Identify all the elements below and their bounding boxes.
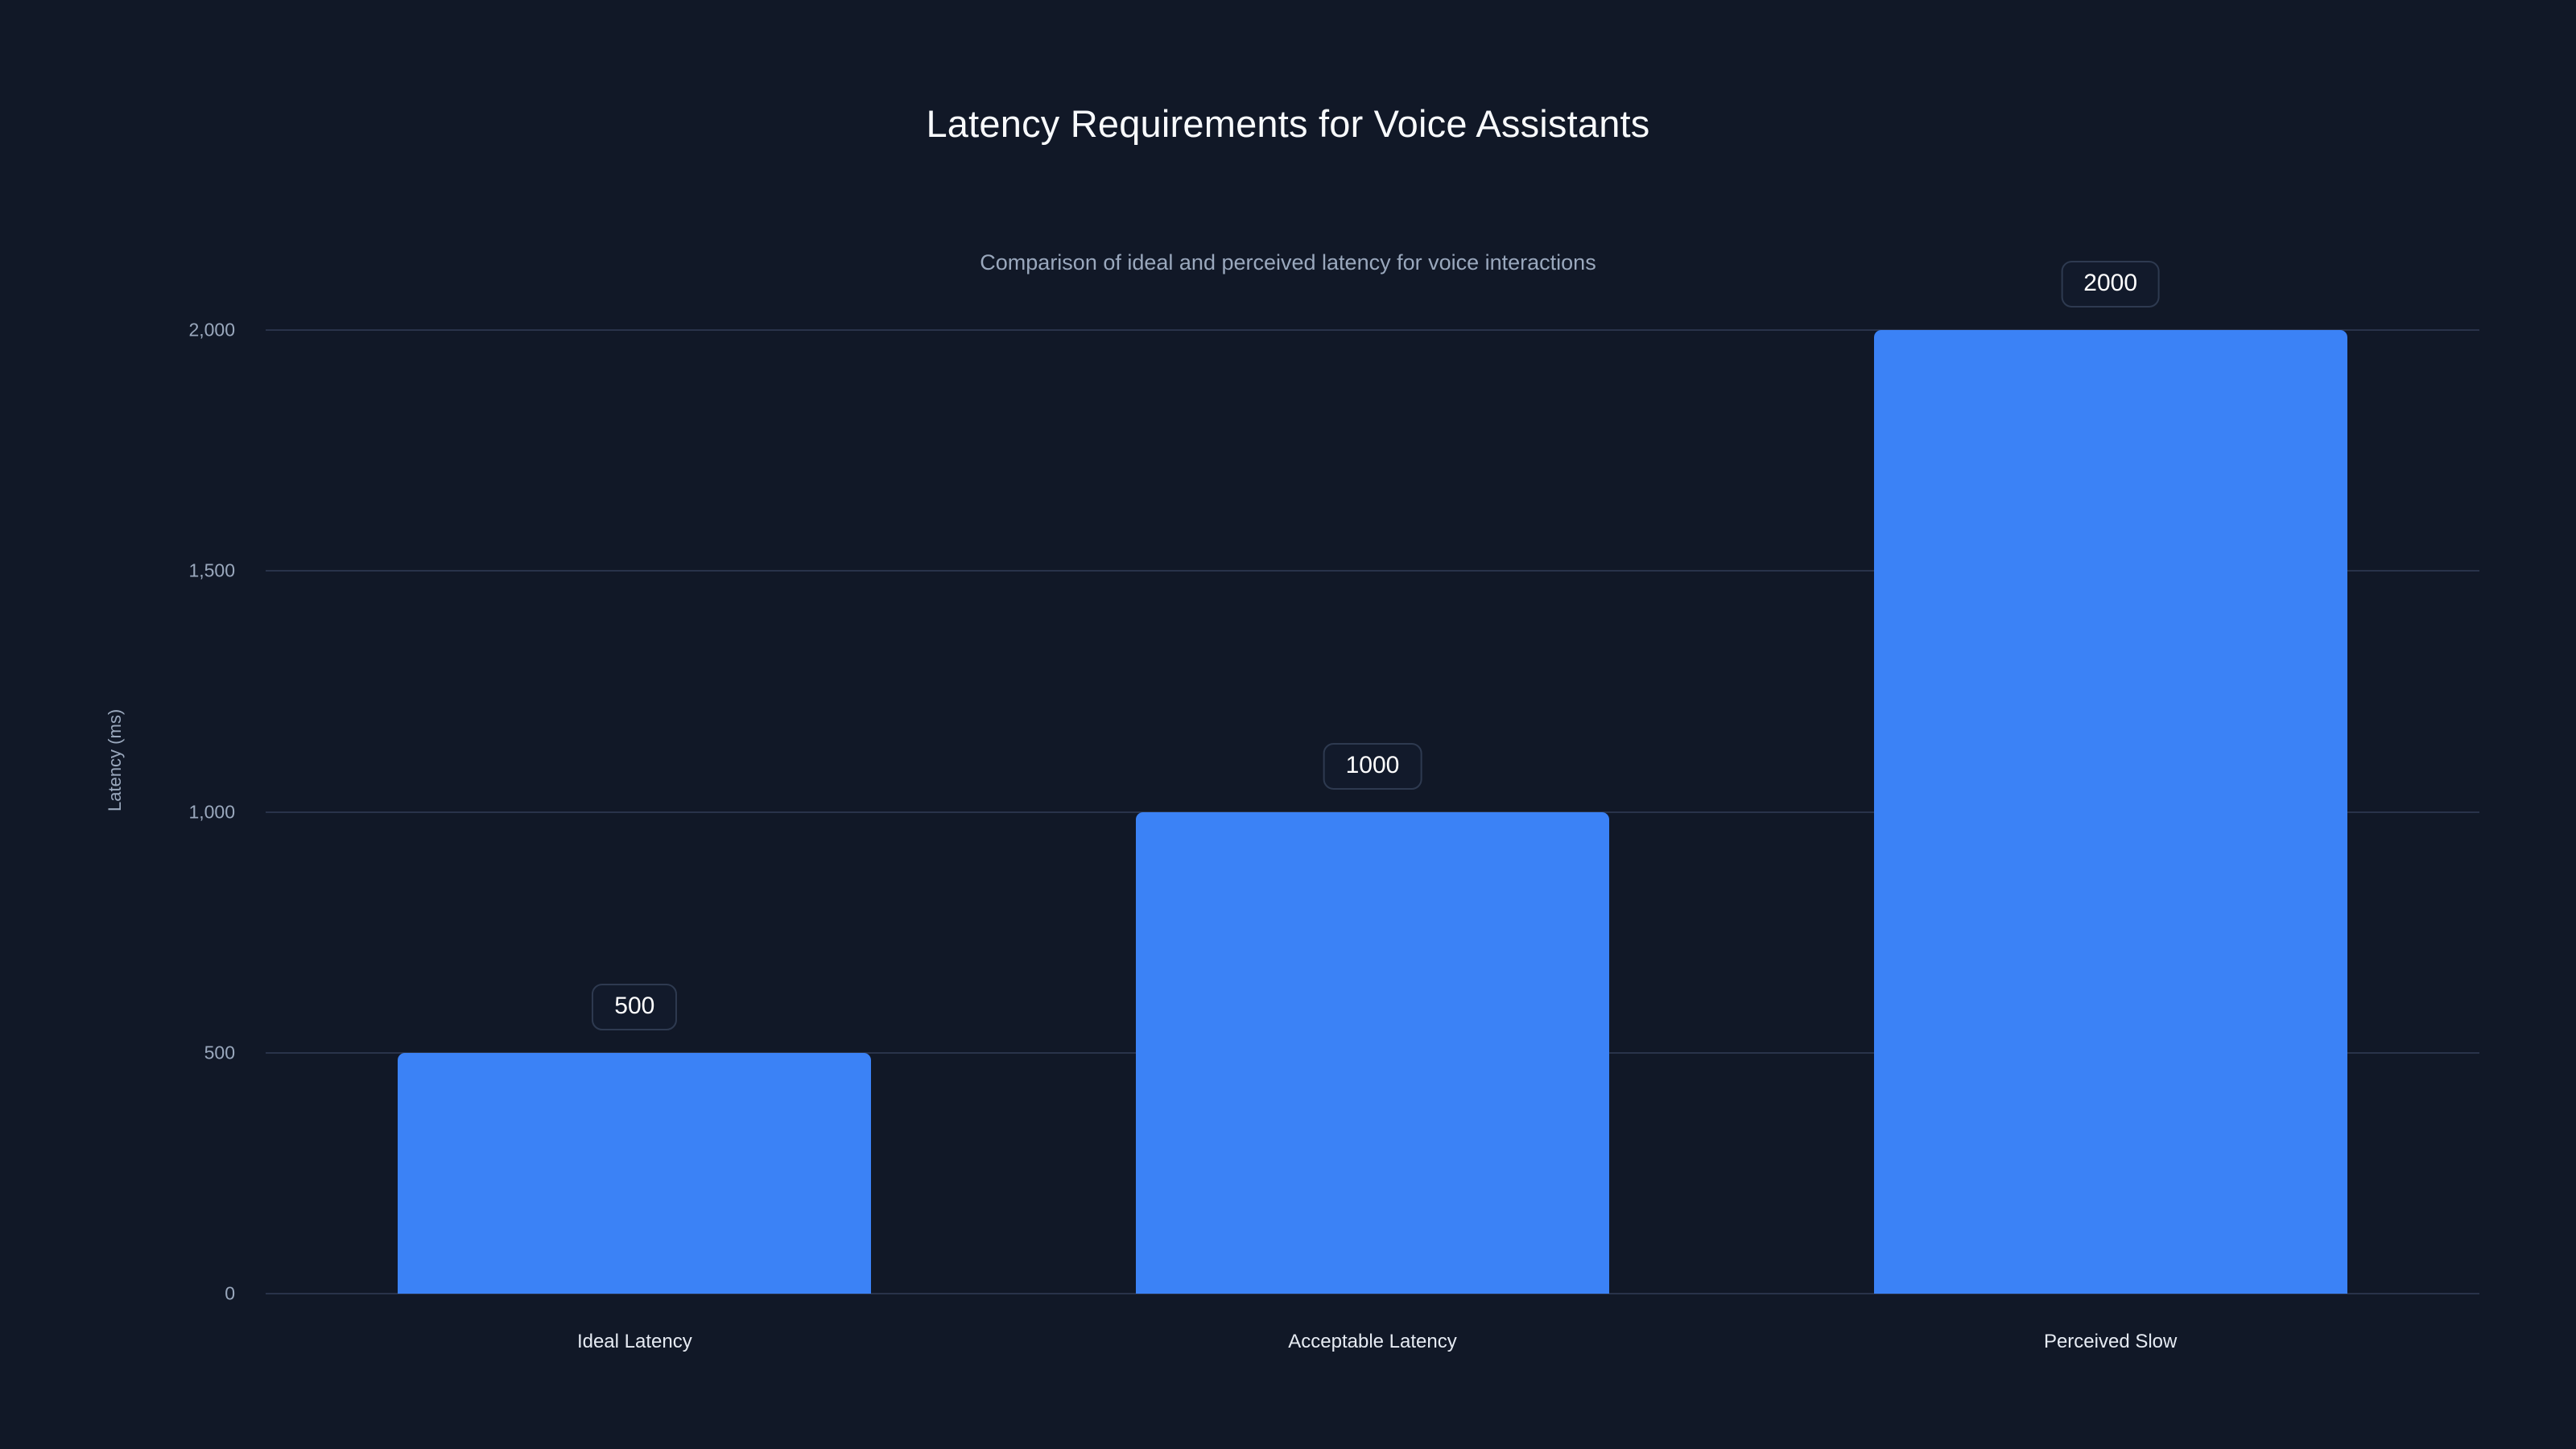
gridline-2000 [266,329,2479,331]
chart-subtitle: Comparison of ideal and perceived latenc… [980,250,1596,275]
y-axis-title: Latency (ms) [105,708,125,811]
bar[interactable] [398,1052,872,1294]
y-tick-label-500: 500 [204,1042,235,1063]
x-tick-label: Acceptable Latency [1288,1331,1457,1352]
y-tick-label-0: 0 [225,1282,235,1304]
bar-value-label: 500 [592,983,678,1030]
bar[interactable] [1873,330,2347,1294]
x-tick-label: Perceived Slow [2043,1331,2178,1352]
y-tick-label-1000: 1,000 [188,801,235,822]
gridline-1500 [266,570,2479,572]
bar[interactable] [1136,811,1609,1294]
x-axis-baseline [266,1293,2479,1294]
bar-value-label: 1000 [1323,742,1422,790]
bar-value-label: 2000 [2061,261,2161,308]
x-tick-label: Ideal Latency [576,1331,692,1352]
chart-title: Latency Requirements for Voice Assistant… [926,102,1650,145]
plot-area [266,329,2479,1294]
y-tick-label-1500: 1,500 [188,559,235,581]
y-tick-label-2000: 2,000 [188,319,235,341]
